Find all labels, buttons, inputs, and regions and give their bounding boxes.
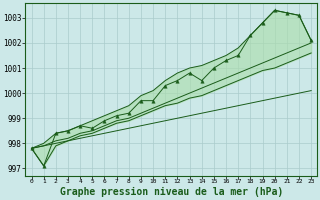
X-axis label: Graphe pression niveau de la mer (hPa): Graphe pression niveau de la mer (hPa)	[60, 187, 283, 197]
